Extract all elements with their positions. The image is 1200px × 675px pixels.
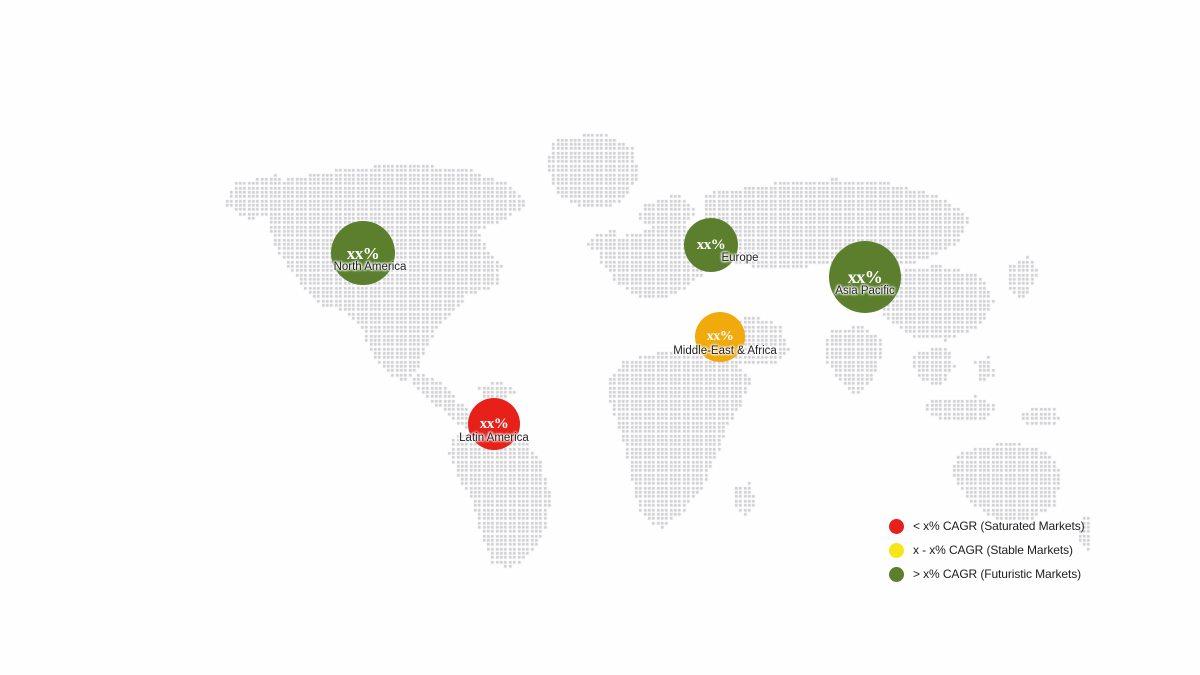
bubble-label-middle-east-africa: Middle-East & Africa — [673, 345, 777, 357]
bubble-value-north-america: xx% — [346, 243, 380, 263]
legend-dot-futuristic — [889, 566, 904, 582]
bubble-circle-asia-pacific: xx% — [829, 241, 901, 313]
legend-dot-saturated — [889, 518, 904, 534]
legend-label-saturated: < x% CAGR (Saturated Markets) — [913, 519, 1085, 533]
bubble-label-north-america: North America — [333, 261, 407, 273]
bubble-circle-latin-america: xx% — [468, 398, 520, 450]
bubble-circle-europe: xx% — [684, 218, 738, 272]
bubble-label-europe: Europe — [721, 252, 759, 264]
bubble-value-middle-east-africa: xx% — [706, 329, 734, 344]
legend: < x% CAGR (Saturated Markets) x - x% CAGR… — [889, 518, 1085, 582]
region-bubble-middle-east-africa[interactable]: xx% Middle-East & Africa — [673, 312, 777, 362]
bubble-circle-middle-east-africa: xx% — [695, 312, 745, 362]
bubble-value-asia-pacific: xx% — [847, 267, 883, 287]
bubble-value-europe: xx% — [696, 236, 726, 253]
legend-label-stable: x - x% CAGR (Stable Markets) — [913, 543, 1073, 557]
region-bubble-latin-america[interactable]: xx% Latin America — [459, 398, 529, 450]
legend-item-futuristic[interactable]: > x% CAGR (Futuristic Markets) — [889, 566, 1085, 582]
region-bubble-north-america[interactable]: xx% North America — [331, 221, 406, 285]
bubble-value-latin-america: xx% — [479, 415, 509, 432]
legend-item-saturated[interactable]: < x% CAGR (Saturated Markets) — [889, 518, 1085, 534]
legend-item-stable[interactable]: x - x% CAGR (Stable Markets) — [889, 542, 1085, 558]
bubble-circle-north-america: xx% — [331, 221, 395, 285]
bubble-label-asia-pacific: Asia Pacific — [835, 285, 895, 297]
legend-label-futuristic: > x% CAGR (Futuristic Markets) — [913, 567, 1082, 581]
region-bubble-europe[interactable]: xx% Europe — [684, 218, 759, 272]
bubble-label-latin-america: Latin America — [459, 432, 529, 444]
region-bubble-asia-pacific[interactable]: xx% Asia Pacific — [829, 241, 901, 313]
legend-dot-stable — [889, 542, 904, 558]
